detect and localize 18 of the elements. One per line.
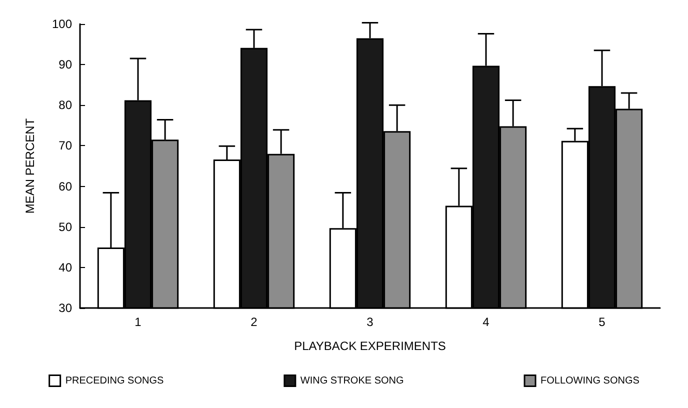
- y-tick-label: 50: [58, 220, 72, 234]
- legend-label: WING STROKE SONG: [300, 375, 404, 386]
- y-tick-label: 40: [58, 260, 72, 274]
- y-tick-label: 90: [58, 58, 72, 72]
- y-tick-label: 30: [58, 301, 72, 315]
- x-tick-label: 2: [250, 315, 258, 329]
- x-tick-label: 1: [134, 315, 142, 329]
- y-tick-label: 100: [52, 17, 72, 31]
- y-axis-title: MEAN PERCENT: [23, 118, 37, 214]
- y-tick-label: 60: [58, 179, 72, 194]
- x-tick-label: 3: [366, 315, 374, 329]
- legend-label: FOLLOWING SONGS: [540, 375, 640, 386]
- x-tick-label: 5: [598, 315, 606, 329]
- y-tick-label: 70: [58, 138, 72, 153]
- y-tick-label: 80: [58, 98, 72, 112]
- x-axis-title: PLAYBACK EXPERIMENTS: [294, 339, 446, 353]
- legend-label: PRECEDING SONGS: [65, 375, 164, 386]
- x-tick-label: 4: [482, 315, 490, 329]
